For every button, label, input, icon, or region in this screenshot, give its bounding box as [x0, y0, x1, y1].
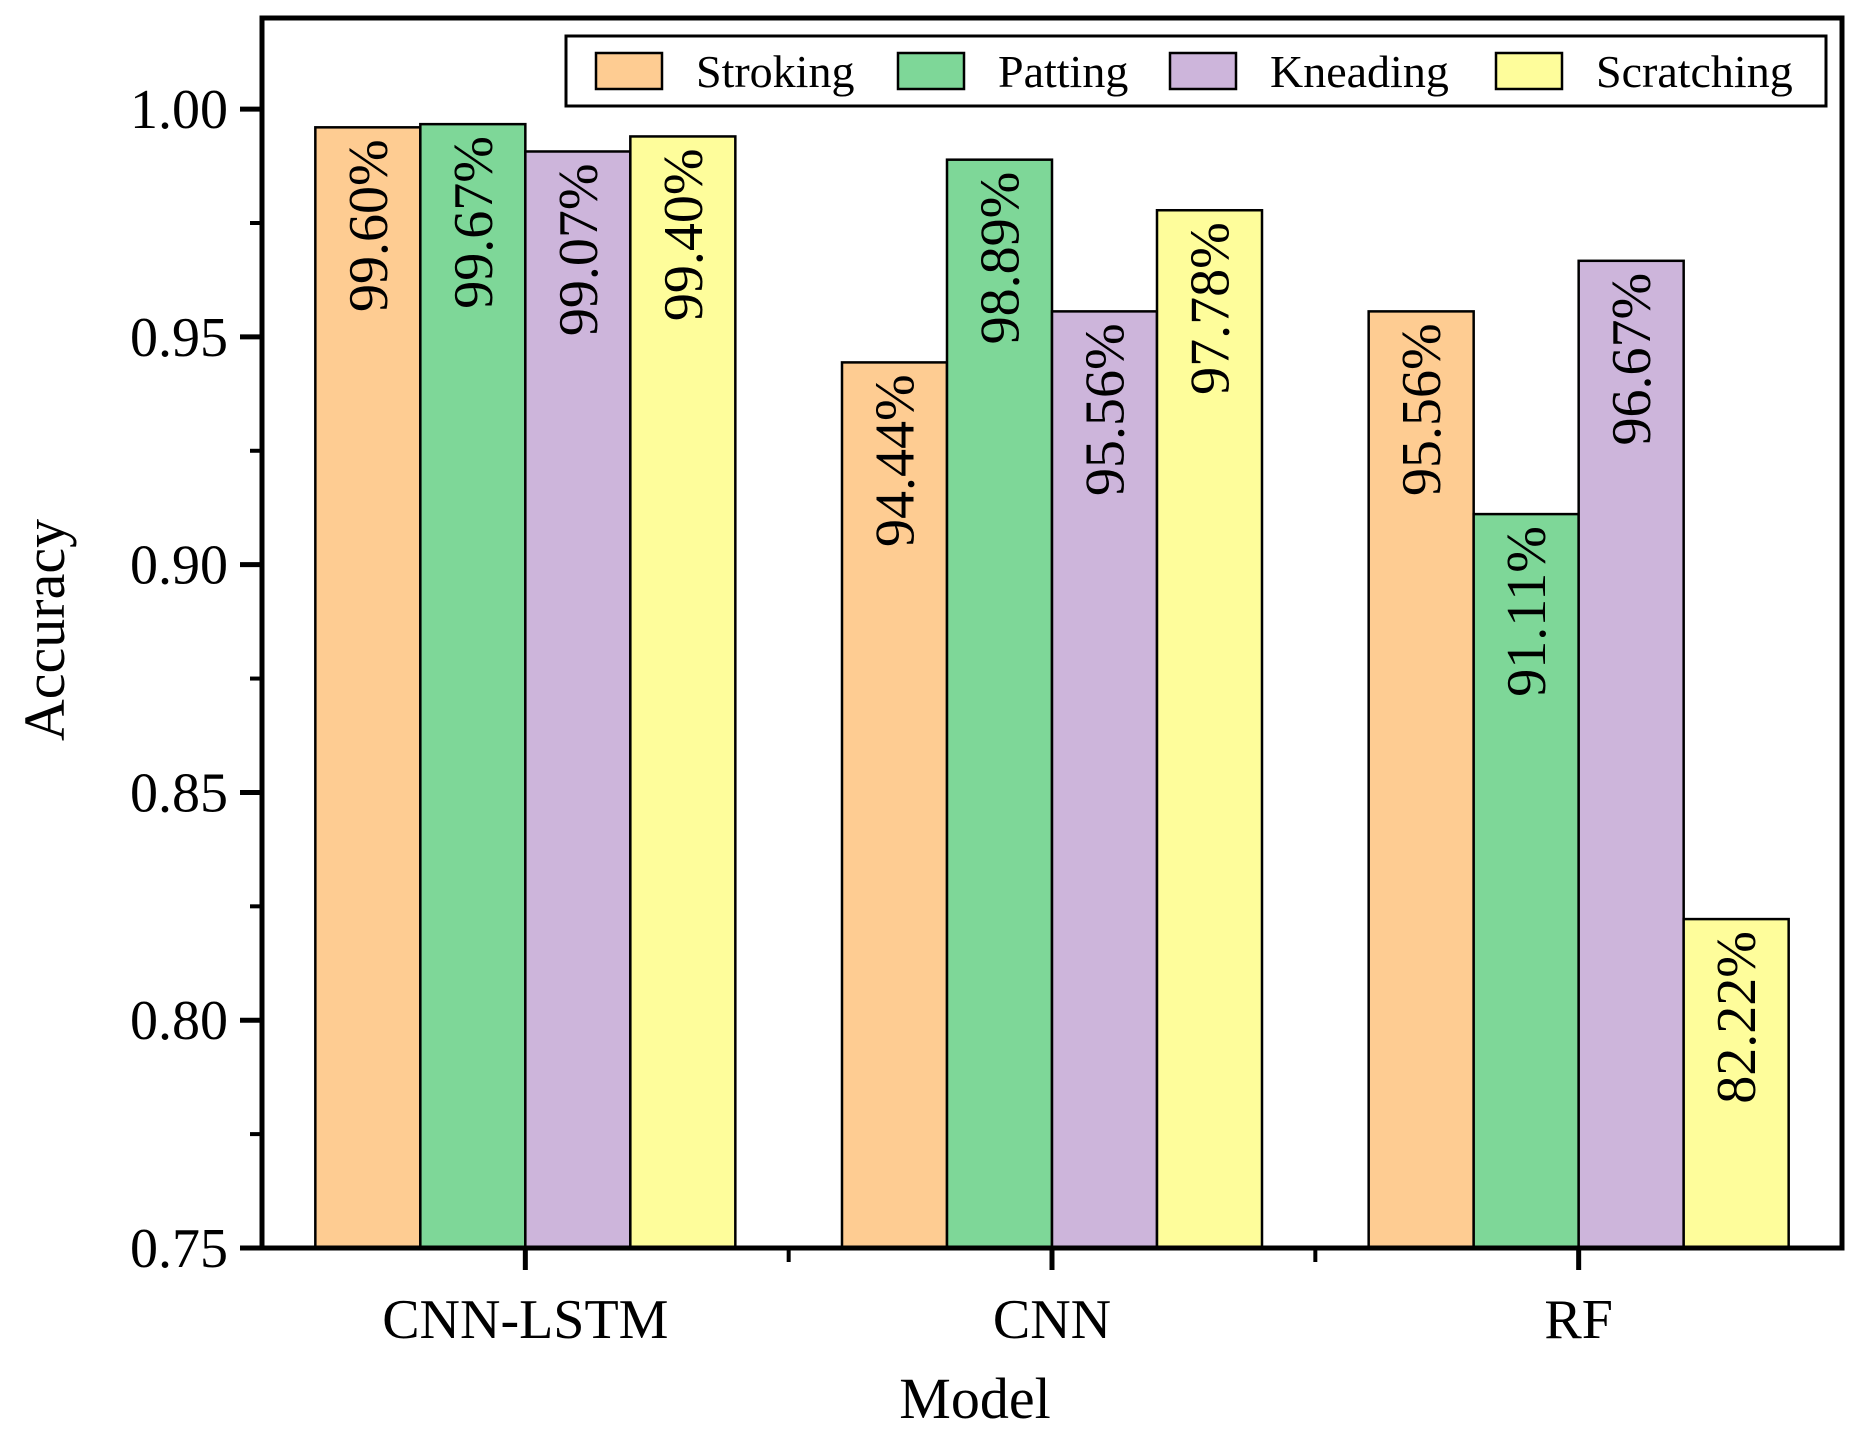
- x-tick-label: CNN: [993, 1289, 1111, 1351]
- legend-swatch-kneading: [1168, 51, 1238, 91]
- y-tick-label: 0.90: [130, 535, 228, 597]
- y-tick-label: 0.95: [130, 307, 228, 369]
- bar-patting: [419, 122, 527, 1250]
- bar-kneading: [1577, 259, 1685, 1250]
- bar-stroking: [314, 126, 422, 1250]
- legend-swatch-stroking: [594, 51, 664, 91]
- x-tick-label: RF: [1544, 1289, 1613, 1351]
- bar-value-label: 99.07%: [548, 163, 610, 336]
- bar-labels-layer: 99.60% 99.67% 99.07% 99.40% 94.44% 98.89% 95.5…: [338, 136, 1768, 1104]
- bar-value-label: 96.67%: [1601, 273, 1663, 446]
- x-axis-title: Model: [899, 1366, 1050, 1431]
- bar-value-label: 99.40%: [653, 148, 715, 321]
- bar-patting: [945, 158, 1054, 1250]
- legend-label-stroking: Stroking: [696, 46, 854, 97]
- legend-label-kneading: Kneading: [1270, 46, 1449, 97]
- legend-label-patting: Patting: [998, 46, 1128, 97]
- y-axis-title: Accuracy: [12, 519, 77, 741]
- bar-value-label: 98.89%: [970, 172, 1032, 345]
- bar-scratching: [1155, 208, 1264, 1250]
- bar-kneading: [524, 150, 632, 1250]
- legend: Stroking Patting Kneading Scratching: [564, 34, 1828, 108]
- x-tick-label: CNN-LSTM: [382, 1289, 668, 1351]
- bar-value-label: 82.22%: [1706, 931, 1768, 1104]
- bar-value-label: 91.11%: [1496, 526, 1558, 697]
- y-tick-label: 0.85: [130, 762, 228, 824]
- y-tick-label: 0.80: [130, 990, 228, 1052]
- bar-value-label: 97.78%: [1180, 222, 1242, 395]
- legend-swatch-patting: [896, 51, 966, 91]
- bar-value-label: 99.60%: [338, 139, 400, 312]
- legend-swatch-scratching: [1494, 51, 1564, 91]
- axes-layer: 0.75 0.80 0.85 0.90 0.95 1.00 CNN-LSTM CNN RF: [130, 79, 1613, 1351]
- bar-stroking: [840, 361, 949, 1250]
- y-tick-label: 1.00: [130, 79, 228, 141]
- y-tick-label: 0.75: [130, 1218, 228, 1280]
- bar-patting: [1472, 512, 1580, 1250]
- bar-value-label: 99.67%: [443, 136, 505, 309]
- legend-label-scratching: Scratching: [1596, 46, 1793, 97]
- bar-value-label: 95.56%: [1075, 323, 1137, 496]
- bar-value-label: 94.44%: [865, 374, 927, 547]
- bar-scratching: [1682, 917, 1790, 1250]
- bar-scratching: [629, 135, 737, 1250]
- bar-value-label: 95.56%: [1391, 323, 1453, 496]
- bars-layer: [314, 122, 1790, 1250]
